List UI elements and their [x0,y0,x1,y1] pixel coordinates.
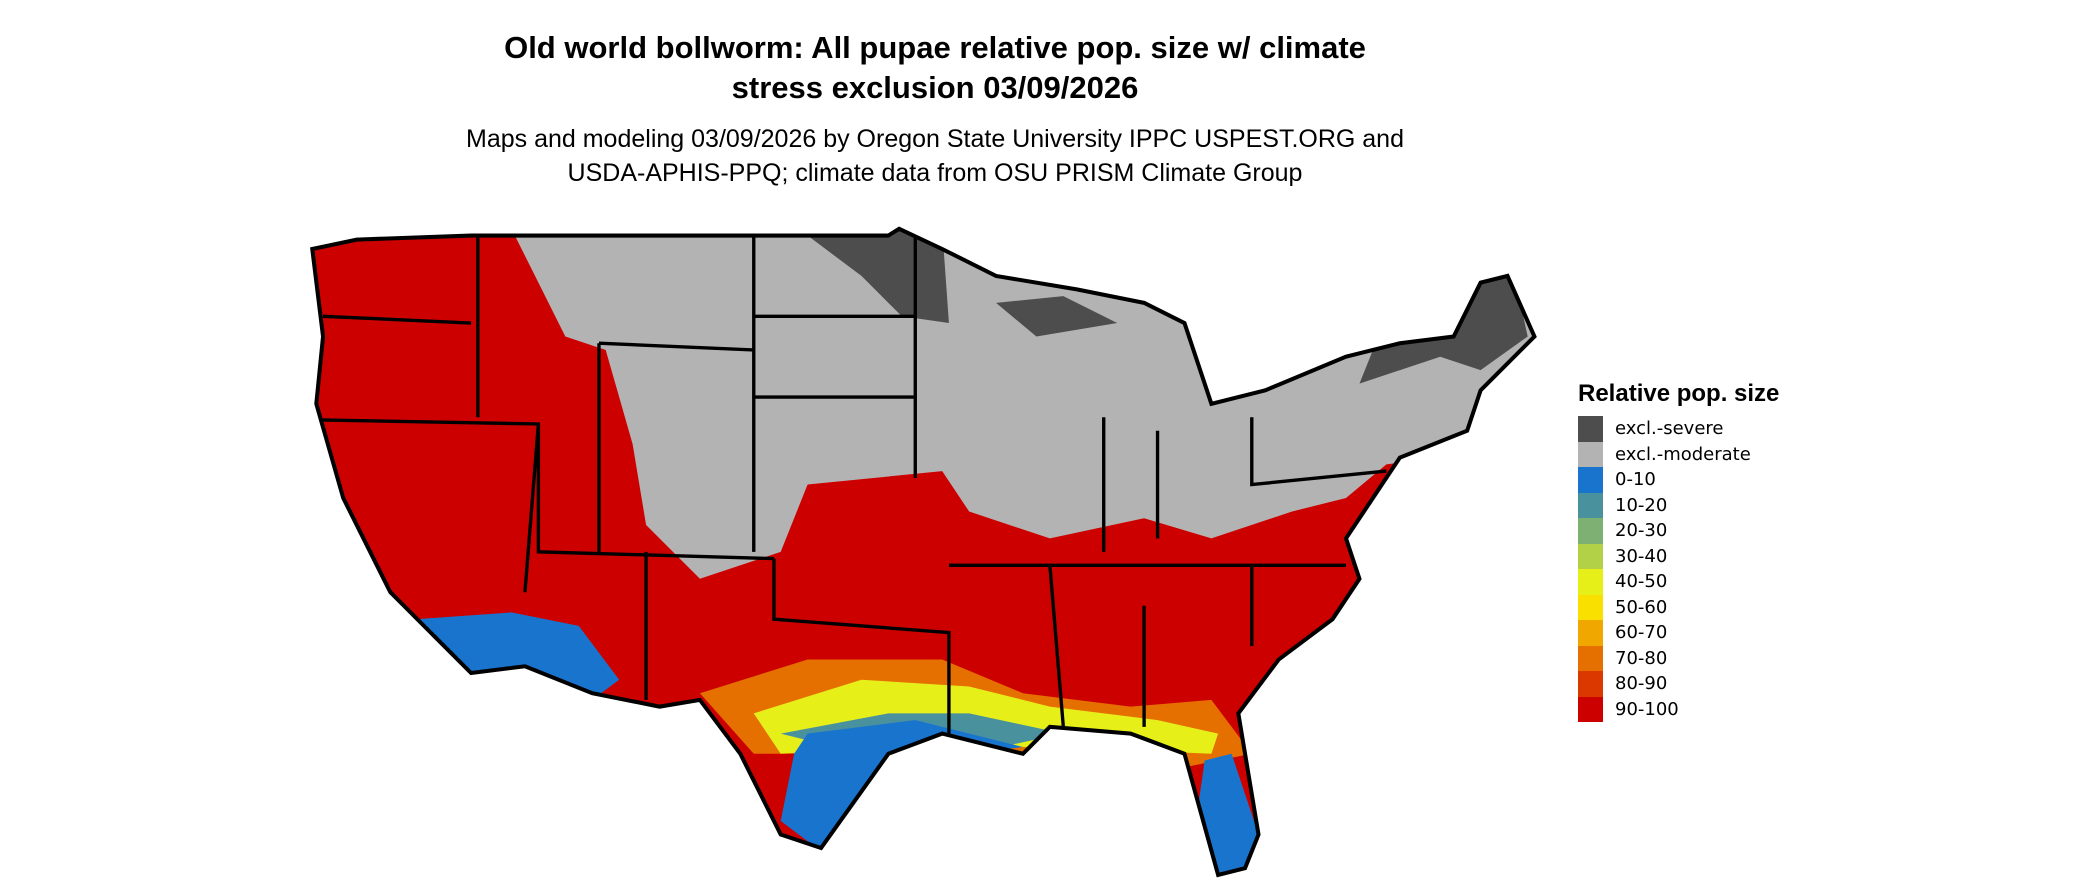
legend-label: 70-80 [1615,647,1668,669]
legend-item: 0-10 [1578,467,1779,493]
legend-item: 10-20 [1578,492,1779,518]
legend-swatch [1578,645,1603,671]
legend-title: Relative pop. size [1578,380,1780,407]
legend-swatch [1578,518,1603,544]
title-line-1: Old world bollworm: All pupae relative p… [504,30,1366,65]
legend-swatch [1578,416,1603,442]
legend-item: 50-60 [1578,594,1779,620]
region-0-10-fl [1197,753,1259,875]
subtitle-line-1: Maps and modeling 03/09/2026 by Oregon S… [466,125,1404,153]
legend-item: 70-80 [1578,645,1779,671]
legend-swatch [1578,543,1603,569]
legend-item: excl.-moderate [1578,441,1779,467]
legend-label: 0-10 [1615,469,1656,491]
legend-label: 30-40 [1615,545,1668,567]
region-0-10-tx [780,720,1023,862]
legend-label: excl.-severe [1615,418,1724,440]
legend-item: 20-30 [1578,518,1779,544]
legend-swatch [1578,671,1603,697]
legend-swatch [1578,696,1603,722]
map-subtitle: Maps and modeling 03/09/2026 by Oregon S… [0,122,1870,190]
legend-label: 60-70 [1615,622,1668,644]
legend-label: 20-30 [1615,520,1668,542]
legend-item: 80-90 [1578,671,1779,697]
legend-swatch [1578,492,1603,518]
title-line-2: stress exclusion 03/09/2026 [731,70,1139,105]
legend-item: 40-50 [1578,569,1779,595]
legend-swatch [1578,467,1603,493]
legend-swatch [1578,441,1603,467]
legend-items: excl.-severe excl.-moderate 0-10 10-20 20-30… [1578,416,1779,722]
legend-label: 80-90 [1615,673,1668,695]
legend-label: 10-20 [1615,494,1668,516]
legend-swatch [1578,569,1603,595]
legend-swatch [1578,620,1603,646]
region-excl-severe-mi [996,296,1118,337]
legend-item: 30-40 [1578,543,1779,569]
legend-item: excl.-severe [1578,416,1779,442]
state-borders [310,226,1537,878]
legend: Relative pop. size excl.-severe excl.-mod… [1578,380,1779,722]
legend-label: 90-100 [1615,698,1679,720]
legend-label: 40-50 [1615,571,1668,593]
legend-item: 60-70 [1578,620,1779,646]
legend-label: excl.-moderate [1615,443,1751,465]
legend-item: 90-100 [1578,696,1779,722]
subtitle-line-2: USDA-APHIS-PPQ; climate data from OSU PR… [567,159,1303,187]
legend-label: 50-60 [1615,596,1668,618]
map-title: Old world bollworm: All pupae relative p… [0,28,1870,108]
legend-swatch [1578,594,1603,620]
region-0-10-az [417,612,620,700]
